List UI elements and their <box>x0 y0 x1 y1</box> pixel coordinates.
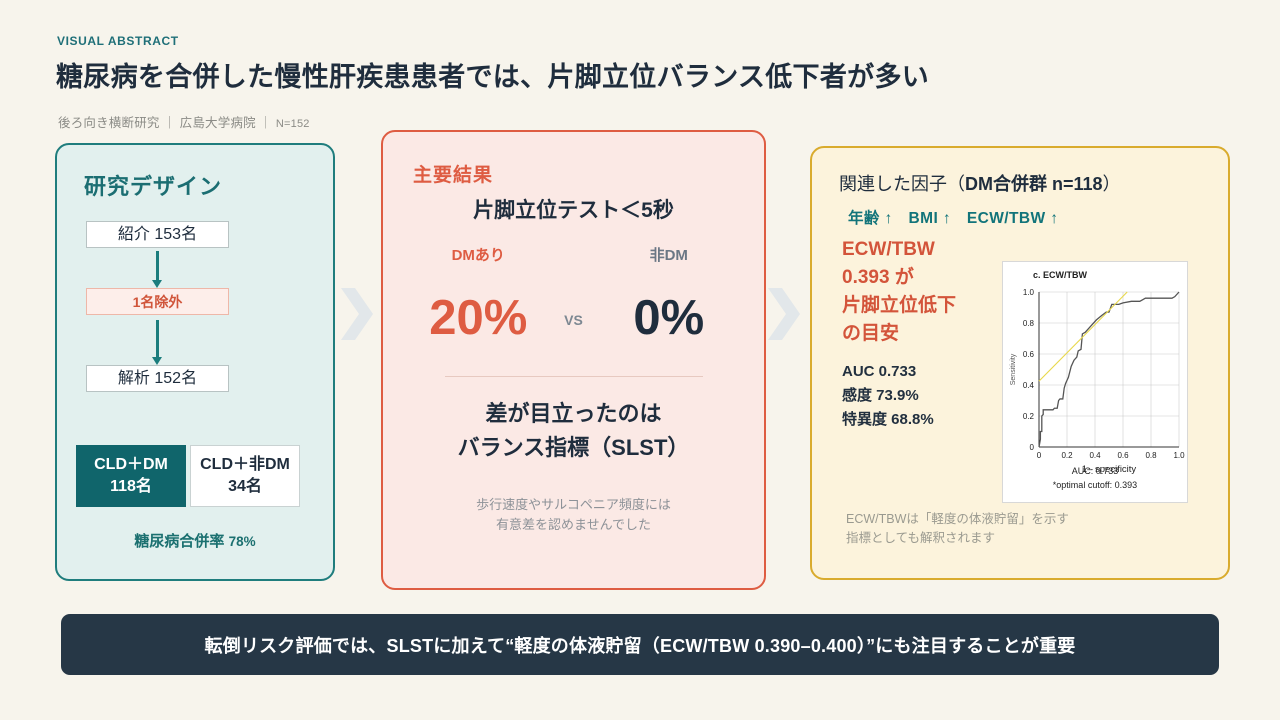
cutoff-message-line2: 0.393 が <box>842 267 914 288</box>
big-number-row: 20% 0% <box>383 290 764 346</box>
roc-chart-title: c. ECW/TBW <box>1033 270 1087 280</box>
big-number-dm: 20% <box>429 291 528 345</box>
flow-box-excluded: 1名除外 <box>86 288 229 315</box>
result-note-line2: 有意差を認めませんでした <box>496 517 651 532</box>
group-box-cld-nondm-label: CLD＋非DM <box>200 456 290 473</box>
metric-specificity-value: 68.8% <box>891 411 934 428</box>
associated-factors-note-line2: 指標としても解釈されます <box>846 531 996 545</box>
svg-text:1.0: 1.0 <box>1023 288 1035 297</box>
chevron-right-icon-1 <box>341 288 375 340</box>
result-note-line1: 歩行速度やサルコペニア頻度には <box>476 497 671 512</box>
associated-factors-title-group: DM合併群 n=118 <box>965 174 1103 194</box>
comorbidity-rate: 糖尿病合併率 78% <box>57 530 333 551</box>
result-divider <box>445 376 703 377</box>
arm-label-nondm: 非DM <box>649 247 688 264</box>
roc-annotation-auc: AUC: 0.733 <box>1071 466 1119 476</box>
cutoff-message-line3: 片脚立位低下 <box>842 295 957 316</box>
group-box-cld-dm: CLD＋DM 118名 <box>76 445 186 507</box>
svg-text:1– specificity: 1– specificity <box>1082 464 1137 475</box>
vs-label: VS <box>564 312 583 328</box>
flow-arrow-down-1 <box>152 251 162 288</box>
svg-text:0.8: 0.8 <box>1145 451 1157 460</box>
cutoff-message-line4: の目安 <box>842 323 900 344</box>
result-takeaway-line1: 差が目立ったのは <box>485 401 662 426</box>
svg-text:0.6: 0.6 <box>1023 350 1035 359</box>
group-box-cld-dm-label: CLD＋DM <box>94 456 168 473</box>
associated-factors-title-tail: ） <box>1102 174 1121 194</box>
cutoff-message: ECW/TBW 0.393 が 片脚立位低下 の目安 <box>842 236 956 348</box>
result-takeaway: 差が目立ったのは バランス指標（SLST） <box>383 397 764 465</box>
result-note: 歩行速度やサルコペニア頻度には 有意差を認めませんでした <box>383 495 764 535</box>
svg-text:0.6: 0.6 <box>1117 451 1129 460</box>
metric-specificity-label: 特異度 <box>842 411 892 428</box>
associated-factors-title: 関連した因子（DM合併群 n=118） <box>839 170 1121 196</box>
group-row: CLD＋DM 118名 CLD＋非DM 34名 <box>76 445 300 507</box>
roc-curve-figure: c. ECW/TBW 0 0.2 0.4 0.6 0.8 1.0 0 0.2 0.4 0.6 0.8… <box>1002 261 1188 503</box>
associated-factors-panel: 関連した因子（DM合併群 n=118） 年齢 ↑ BMI ↑ ECW/TBW ↑… <box>810 146 1230 580</box>
key-message-text: 転倒リスク評価では、SLSTに加えて“軽度の体液貯留（ECW/TBW 0.390… <box>204 635 1076 656</box>
arm-label-dm: DMあり <box>451 247 505 264</box>
cutoff-message-line1: ECW/TBW <box>842 239 935 260</box>
flow-arrow-down-2 <box>152 320 162 365</box>
metric-sensitivity: 感度 73.9% <box>842 384 934 408</box>
main-result-panel: 主要結果 片脚立位テスト＜5秒 DMあり 非DM 20% 0% VS 差が目立っ… <box>381 130 766 590</box>
group-box-cld-nondm: CLD＋非DM 34名 <box>190 445 300 507</box>
roc-chart-canvas: 0 0.2 0.4 0.6 0.8 1.0 0 0.2 0.4 0.6 0.8 1.0 1– speci… <box>1010 288 1185 475</box>
associated-factors-title-lead: 関連した因子（ <box>839 174 965 194</box>
svg-text:Sensitivity: Sensitivity <box>1010 353 1017 385</box>
study-design-title: 研究デザイン <box>84 174 223 199</box>
svg-text:0.2: 0.2 <box>1023 412 1035 421</box>
study-design-panel: 研究デザイン 紹介 153名 1名除外 解析 152名 CLD＋DM 118名 … <box>55 143 335 581</box>
svg-text:0: 0 <box>1030 443 1035 452</box>
study-meta-text: 後ろ向き横断研究 ｜ 広島大学病院 ｜ <box>58 116 276 130</box>
metric-sensitivity-label: 感度 <box>842 387 877 404</box>
svg-text:0.4: 0.4 <box>1089 451 1101 460</box>
metric-auc: AUC 0.733 <box>842 363 917 380</box>
arm-label-row: DMあり 非DM <box>383 244 764 265</box>
associated-factors-note-line1: ECW/TBWは「軽度の体液貯留」を示す <box>846 512 1069 526</box>
associated-factors-list: 年齢 ↑ BMI ↑ ECW/TBW ↑ <box>848 210 1059 227</box>
comorbidity-rate-label: 糖尿病合併率 <box>134 533 229 550</box>
study-meta-n: N=152 <box>275 118 310 130</box>
group-box-cld-dm-count: 118名 <box>110 478 152 495</box>
page-title: 糖尿病を合併した慢性肝疾患患者では、片脚立位バランス低下者が多い <box>56 62 930 92</box>
associated-factors-note: ECW/TBWは「軽度の体液貯留」を示す 指標としても解釈されます <box>846 510 1069 548</box>
roc-annotation-cutoff: *optimal cutoff: 0.393 <box>1052 480 1138 490</box>
key-message-banner: 転倒リスク評価では、SLSTに加えて“軽度の体液貯留（ECW/TBW 0.390… <box>61 614 1219 675</box>
comorbidity-rate-value: 78% <box>228 534 256 549</box>
svg-text:0.8: 0.8 <box>1023 319 1035 328</box>
svg-text:0.4: 0.4 <box>1023 381 1035 390</box>
metric-sensitivity-value: 73.9% <box>876 387 919 404</box>
roc-annotations: AUC: 0.733 *optimal cutoff: 0.393 <box>1003 464 1187 492</box>
main-result-headline: 片脚立位テスト＜5秒 <box>473 199 674 222</box>
flow-box-analyzed: 解析 152名 <box>86 365 229 392</box>
svg-text:0.2: 0.2 <box>1061 451 1073 460</box>
roc-metrics: AUC 0.733 感度 73.9% 特異度 68.8% <box>842 360 934 432</box>
result-takeaway-line2: バランス指標（SLST） <box>457 435 690 460</box>
visual-abstract-kicker: VISUAL ABSTRACT <box>57 34 179 48</box>
big-number-nondm: 0% <box>633 291 705 345</box>
group-box-cld-nondm-count: 34名 <box>228 478 262 495</box>
main-result-kicker: 主要結果 <box>413 165 494 186</box>
svg-text:1.0: 1.0 <box>1173 451 1185 460</box>
svg-text:0: 0 <box>1037 451 1042 460</box>
study-meta: 後ろ向き横断研究 ｜ 広島大学病院 ｜ N=152 <box>58 112 310 131</box>
flow-box-enrolled: 紹介 153名 <box>86 221 229 248</box>
metric-specificity: 特異度 68.8% <box>842 408 934 432</box>
chevron-right-icon-2 <box>768 288 802 340</box>
